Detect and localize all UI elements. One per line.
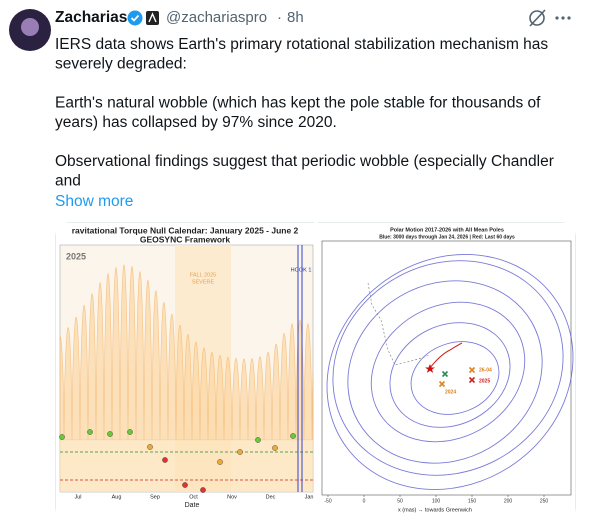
media[interactable]: ravitational Torque Null Calendar: Janua…	[55, 207, 590, 522]
month-label: Dec	[266, 494, 276, 500]
x-tick-label: 100	[432, 498, 441, 504]
polar-orbit	[332, 260, 564, 476]
polar-orbit	[347, 280, 543, 464]
author-handle[interactable]: @zachariaspro	[166, 9, 267, 26]
separator: ·	[277, 9, 282, 26]
grok-icon[interactable]	[529, 9, 546, 27]
text-line: severely degraded:	[55, 56, 187, 73]
polar-orbit	[389, 322, 511, 428]
polar-orbit	[326, 254, 574, 490]
month-label: Oct	[189, 494, 198, 500]
band-label: SEVERE	[192, 279, 215, 285]
pole-label: 2024	[445, 389, 456, 395]
text-line: Earth's natural wobble (which has kept t…	[55, 95, 541, 112]
event-dot	[290, 433, 296, 439]
x-tick-label: 250	[540, 498, 549, 504]
event-dot	[217, 459, 223, 465]
text-line: years) has collapsed by 97% since 2020.	[55, 114, 337, 131]
tweet-text: IERS data shows Earth's primary rotation…	[55, 36, 554, 190]
band-label: FALL 2025	[190, 272, 216, 278]
event-dot	[255, 437, 261, 443]
recent-track	[429, 342, 463, 369]
month-label: Sep	[150, 494, 160, 500]
text-line: IERS data shows Earth's primary rotation…	[55, 36, 548, 53]
mean-pole-marker	[441, 370, 449, 378]
verified-check	[130, 14, 140, 22]
chart-title: Polar Motion 2017-2026 with All Mean Pol…	[390, 227, 504, 233]
torque-curve	[59, 263, 314, 441]
affiliate-icon	[148, 12, 157, 23]
x-tick-label: 150	[468, 498, 477, 504]
pole-label: 26-04	[479, 367, 492, 373]
x-axis-label: x (mas) → towards Greenwich	[398, 507, 472, 513]
star	[425, 364, 435, 373]
chart-title: ravitational Torque Null Calendar: Janua…	[72, 225, 299, 235]
event-dot	[87, 429, 93, 435]
x-tick-label: -50	[324, 498, 331, 504]
polar-orbit	[410, 341, 500, 415]
event-dot	[182, 482, 188, 488]
x-tick-label: 50	[397, 498, 403, 504]
show-more[interactable]: Show more	[55, 193, 133, 210]
left-image[interactable]: ravitational Torque Null Calendar: Janua…	[59, 225, 313, 509]
month-label: Jan	[305, 494, 314, 500]
chart-subtitle: Blue: 3000 days through Jan 24, 2026 | R…	[379, 234, 515, 240]
timestamp[interactable]: 8h	[287, 9, 304, 26]
text-line: and	[55, 173, 81, 190]
chart-subtitle: GEOSYNC Framework	[140, 234, 230, 244]
month-label: Aug	[112, 494, 122, 500]
event-dot	[59, 434, 65, 440]
event-dot	[107, 431, 113, 437]
event-dot	[200, 487, 206, 493]
month-label: Nov	[227, 494, 237, 500]
marker-label: HOOK 1	[291, 267, 312, 273]
event-dot	[162, 457, 168, 463]
event-dot	[237, 449, 243, 455]
month-label: Jul	[74, 494, 81, 500]
mean-pole-marker	[468, 366, 476, 374]
more-menu[interactable]	[555, 16, 571, 20]
right-image[interactable]: Polar Motion 2017-2026 with All Mean Pol…	[281, 207, 590, 517]
verified-badge	[127, 10, 143, 26]
x-axis-label: Date	[185, 502, 200, 509]
x-tick-label: 200	[504, 498, 513, 504]
year-label: 2025	[66, 251, 86, 261]
mean-pole-marker	[468, 376, 476, 384]
mean-pole-marker	[438, 380, 446, 388]
pole-label: 2025	[479, 378, 490, 384]
polar-orbit	[370, 301, 526, 443]
x-tick-label: 0	[363, 498, 366, 504]
plot-area	[321, 240, 572, 496]
event-dot	[147, 444, 153, 450]
event-dot	[127, 429, 133, 435]
text-line: Observational findings suggest that peri…	[55, 153, 554, 170]
author-name[interactable]: Zacharias	[55, 9, 127, 26]
event-dot	[272, 445, 278, 451]
avatar-art	[21, 18, 39, 36]
